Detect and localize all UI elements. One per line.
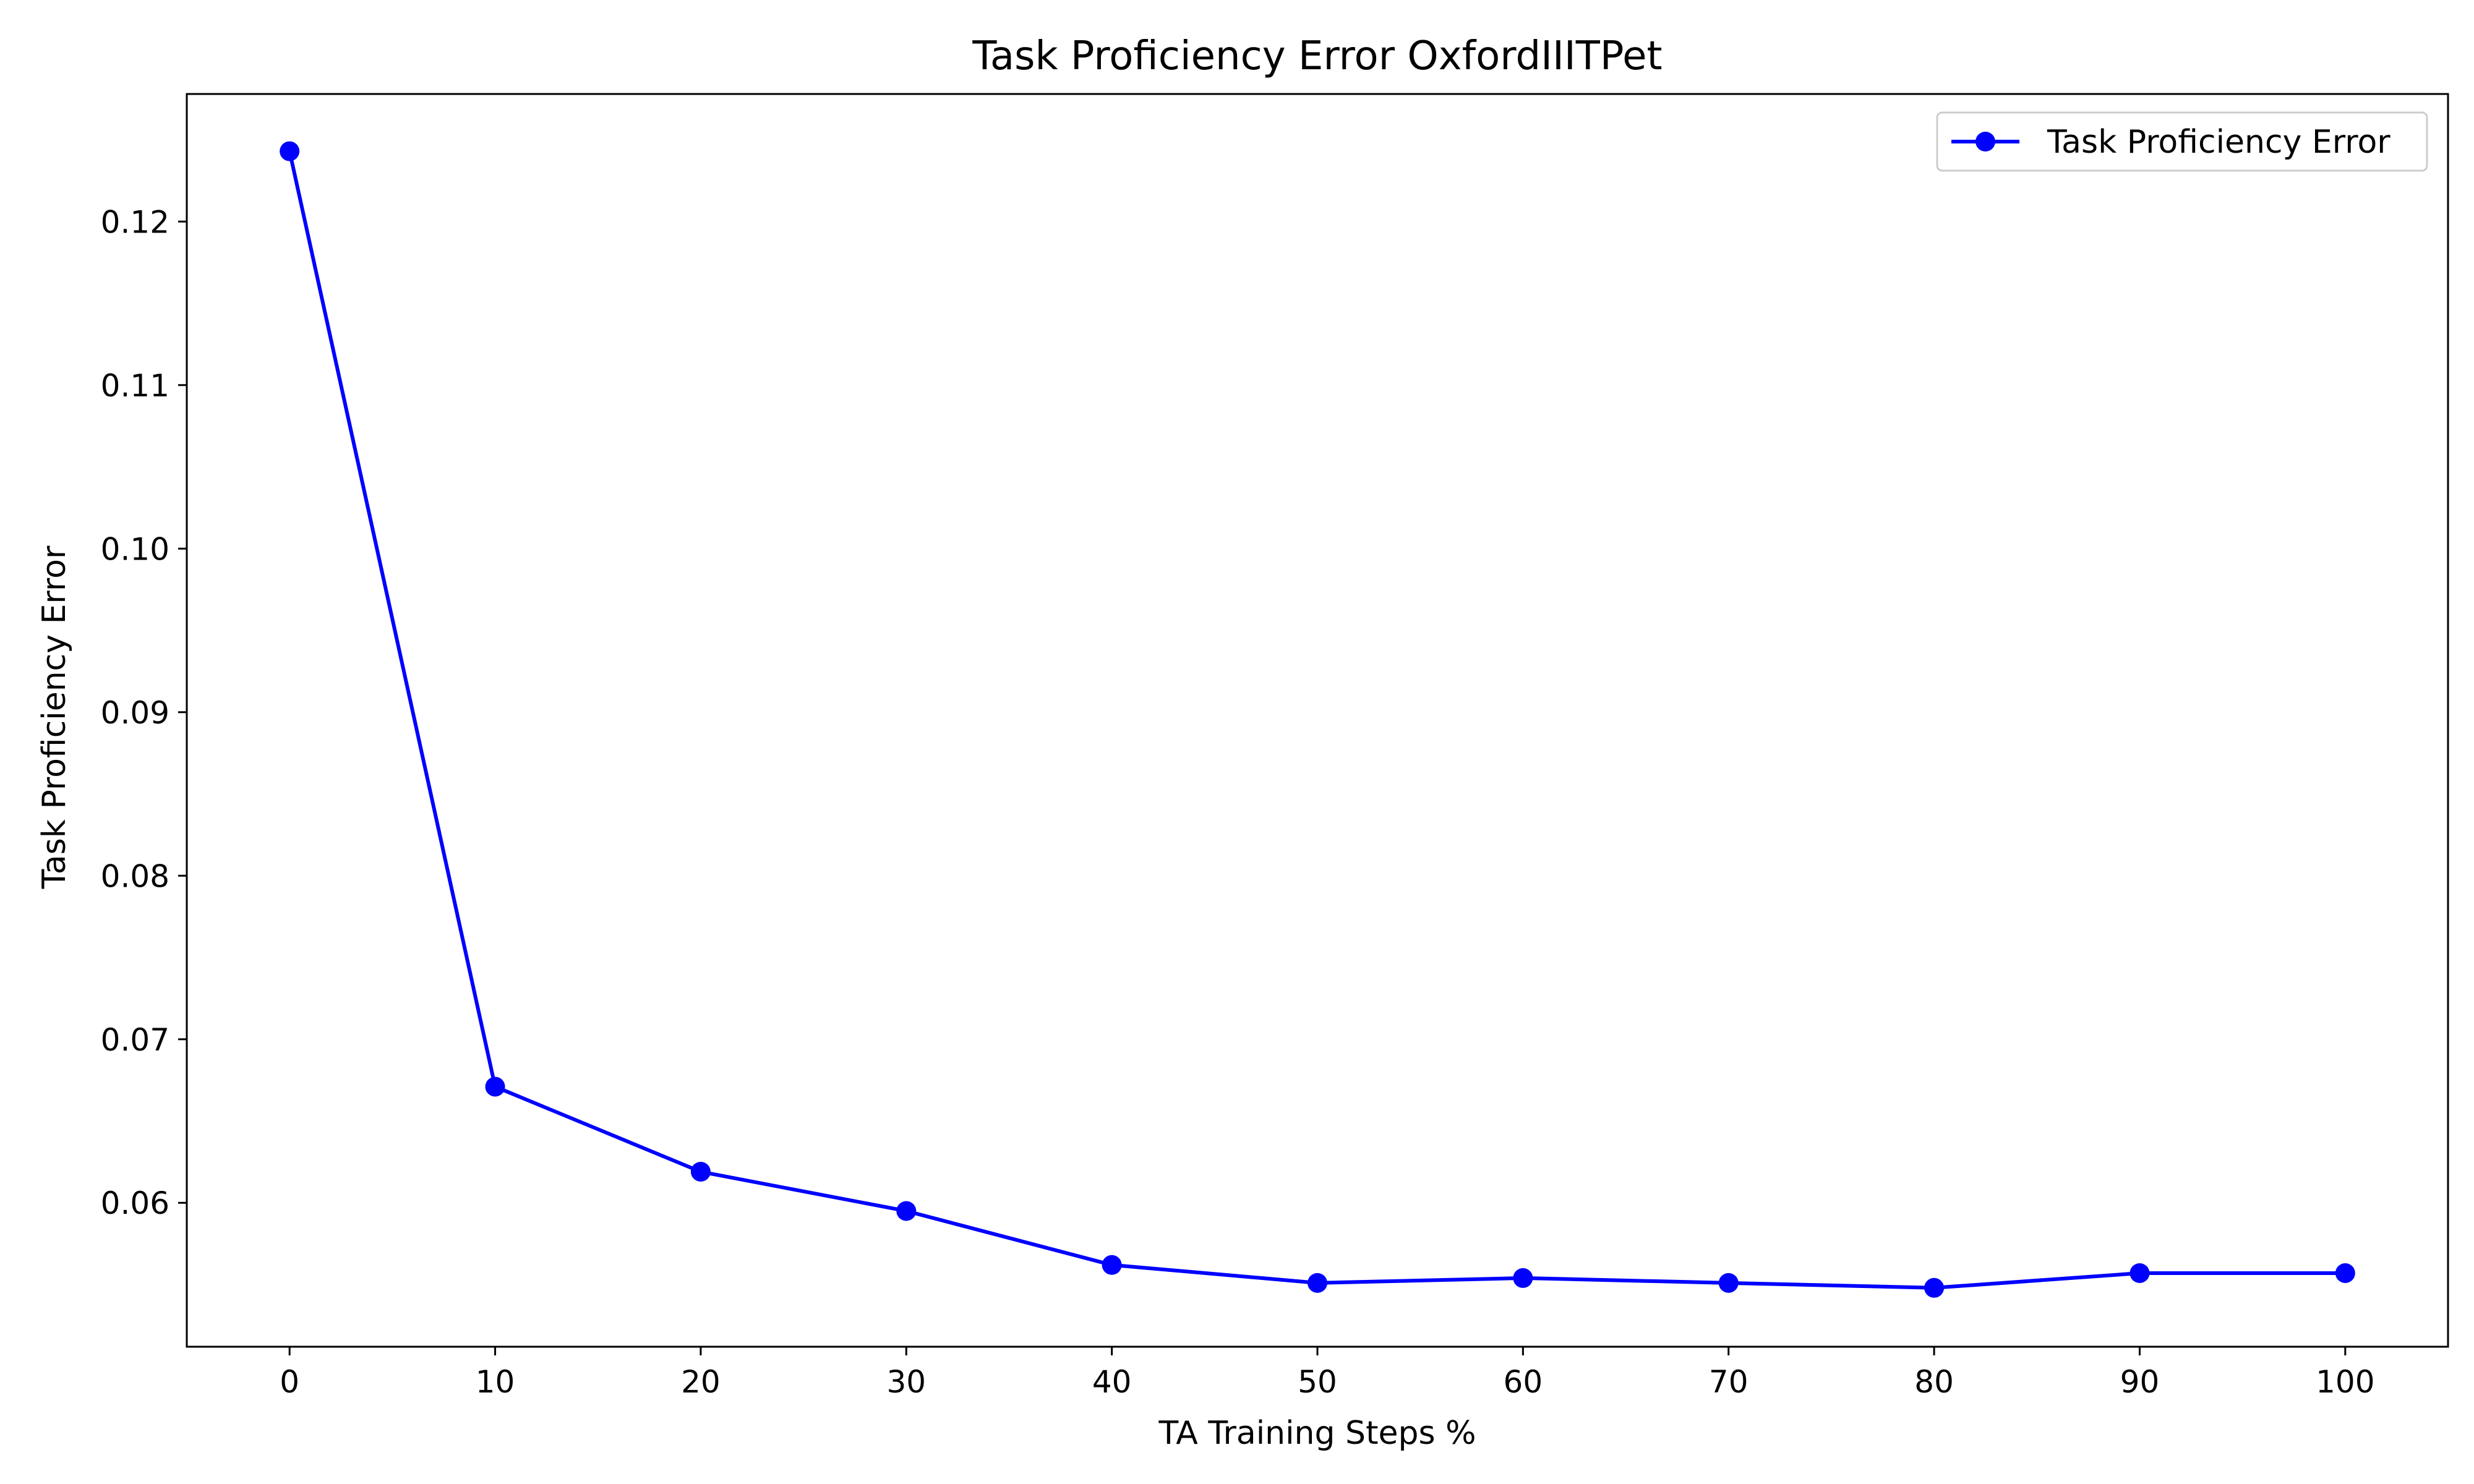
x-tick-label: 10 — [476, 1364, 515, 1400]
x-tick-label: 30 — [886, 1364, 926, 1400]
legend-box — [1936, 111, 2428, 172]
series-group — [280, 141, 2355, 1298]
data-point — [896, 1201, 917, 1221]
x-tick-label: 20 — [681, 1364, 721, 1400]
x-tick-label: 40 — [1092, 1364, 1132, 1400]
x-axis-label: TA Training Steps % — [1158, 1415, 1476, 1452]
x-tick-label: 90 — [2120, 1364, 2160, 1400]
x-tick-label: 100 — [2316, 1364, 2374, 1400]
data-point — [690, 1161, 711, 1182]
legend-label: Task Proficiency Error — [2047, 124, 2391, 161]
y-tick-label: 0.07 — [101, 1022, 169, 1058]
data-point — [1308, 1273, 1327, 1293]
data-point — [2335, 1263, 2355, 1283]
data-point — [1513, 1268, 1533, 1288]
data-point — [280, 141, 300, 161]
x-tick-label: 70 — [1709, 1364, 1748, 1400]
x-tick-label: 50 — [1298, 1364, 1337, 1400]
legend-marker — [1975, 132, 1995, 151]
legend: Task Proficiency Error — [1936, 111, 2428, 172]
y-tick-label: 0.08 — [101, 858, 169, 894]
data-point — [485, 1077, 505, 1097]
y-tick-label: 0.06 — [101, 1185, 169, 1221]
y-tick-label: 0.12 — [101, 204, 169, 240]
x-tick-label: 60 — [1504, 1364, 1543, 1400]
y-tick-label: 0.09 — [101, 695, 169, 731]
chart-title: Task Proficiency Error OxfordIIITPet — [972, 33, 1662, 79]
x-axis-ticks: 0 10 20 30 40 50 60 70 80 90 100 — [280, 1347, 2375, 1400]
data-point — [2129, 1263, 2150, 1283]
y-axis-label: Task Proficiency Error — [36, 545, 73, 889]
y-tick-label: 0.10 — [101, 531, 169, 567]
x-tick-label: 0 — [280, 1364, 299, 1400]
y-tick-label: 0.11 — [101, 368, 169, 404]
data-point — [1924, 1277, 1945, 1298]
data-point — [1718, 1273, 1739, 1293]
y-axis-ticks: 0.06 0.07 0.08 0.09 0.10 0.11 0.12 — [101, 204, 187, 1221]
data-point — [1102, 1255, 1122, 1275]
x-tick-label: 80 — [1914, 1364, 1954, 1400]
